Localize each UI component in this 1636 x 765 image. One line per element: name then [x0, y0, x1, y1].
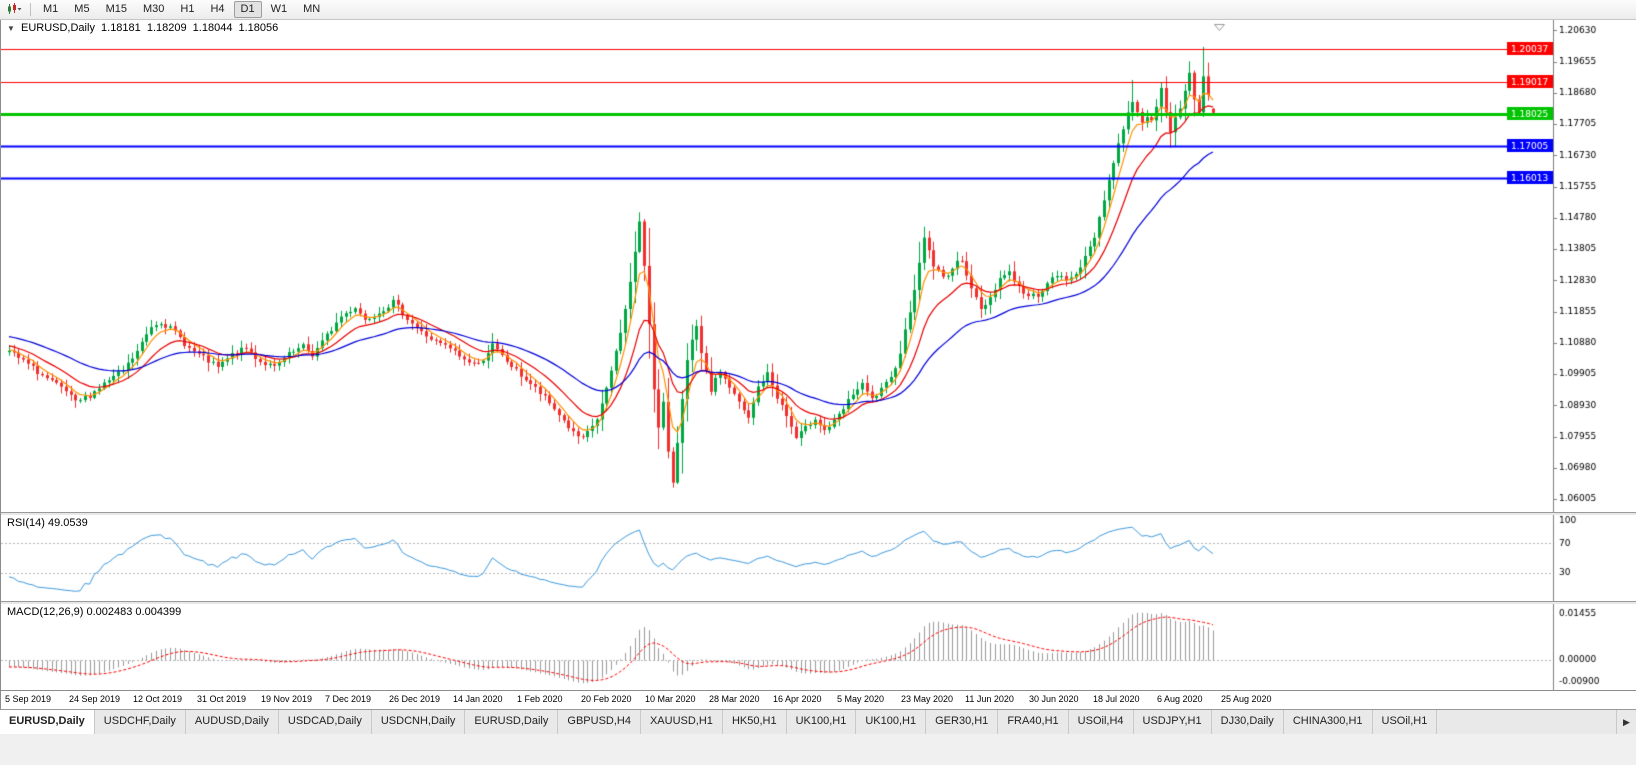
- timeframe-m1[interactable]: M1: [43, 3, 59, 15]
- time-axis-label: 19 Nov 2019: [261, 694, 313, 704]
- open-value: 1.18181: [101, 22, 141, 34]
- chart-tabs: EURUSD,Daily USDCHF,Daily AUDUSD,Daily USDC…: [0, 710, 1616, 734]
- time-axis-label: 11 Jun 2020: [965, 694, 1014, 704]
- rsi-canvas[interactable]: [1, 515, 1636, 601]
- chart-tab[interactable]: CHINA300,H1: [1283, 710, 1373, 734]
- toolbar-separator: [30, 3, 31, 16]
- symbol-period-label: EURUSD,Daily: [20, 22, 95, 34]
- chart-window: ▼ EURUSD,Daily 1.18181 1.18209 1.18044 1…: [0, 20, 1636, 709]
- timeframe-m15[interactable]: M15: [105, 3, 127, 15]
- panel-splitter[interactable]: [1, 512, 1636, 515]
- time-axis-label: 18 Jul 2020: [1093, 694, 1140, 704]
- chart-tab[interactable]: USOil,H1: [1372, 710, 1438, 734]
- chart-tab[interactable]: EURUSD,Daily: [0, 710, 95, 734]
- macd-canvas[interactable]: [1, 604, 1636, 690]
- chart-tab[interactable]: FRA40,H1: [998, 710, 1069, 734]
- timeframe-mn[interactable]: MN: [303, 3, 321, 15]
- chart-tab[interactable]: UK100,H1: [786, 710, 857, 734]
- chart-tab[interactable]: USOil,H4: [1068, 710, 1134, 734]
- time-axis-label: 10 Mar 2020: [645, 694, 696, 704]
- time-axis-label: 16 Apr 2020: [773, 694, 822, 704]
- candlestick-chart-icon[interactable]: [3, 2, 26, 18]
- timeframe-m5[interactable]: M5: [74, 3, 90, 15]
- chart-tab[interactable]: USDCNH,Daily: [371, 710, 466, 734]
- chart-tab[interactable]: EURUSD,Daily: [465, 710, 559, 734]
- low-value: 1.18044: [192, 22, 233, 34]
- expand-arrow-icon[interactable]: ▼: [7, 24, 15, 33]
- chart-ohlc-header: ▼ EURUSD,Daily 1.18181 1.18209 1.18044 1…: [7, 22, 281, 34]
- time-axis-label: 7 Dec 2019: [325, 694, 372, 704]
- chart-tab[interactable]: HK50,H1: [722, 710, 787, 734]
- time-axis-label: 23 May 2020: [901, 694, 954, 704]
- timeframe-w1[interactable]: W1: [270, 3, 288, 15]
- timeframe-h1[interactable]: H1: [180, 3, 195, 15]
- time-axis-label: 5 Sep 2019: [5, 694, 52, 704]
- toolbar: M1 M5 M15 M30 H1 H4 D1 W1 MN: [0, 0, 1636, 20]
- time-axis-label: 6 Aug 2020: [1157, 694, 1203, 704]
- chart-tab[interactable]: USDCHF,Daily: [94, 710, 186, 734]
- price-panel: ▼ EURUSD,Daily 1.18181 1.18209 1.18044 1…: [1, 20, 1636, 512]
- time-axis-label: 24 Sep 2019: [69, 694, 121, 704]
- status-area: [0, 734, 1636, 765]
- time-axis-label: 1 Feb 2020: [517, 694, 563, 704]
- time-axis-label: 31 Oct 2019: [197, 694, 247, 704]
- price-chart-canvas[interactable]: [1, 20, 1636, 512]
- time-axis-label: 30 Jun 2020: [1029, 694, 1079, 704]
- chart-tab[interactable]: USDJPY,H1: [1133, 710, 1212, 734]
- time-axis-label: 20 Feb 2020: [581, 694, 632, 704]
- time-axis-label: 28 Mar 2020: [709, 694, 760, 704]
- macd-indicator-label: MACD(12,26,9) 0.002483 0.004399: [7, 606, 182, 618]
- time-axis-label: 25 Aug 2020: [1221, 694, 1272, 704]
- timeframe-m30[interactable]: M30: [142, 3, 165, 15]
- time-axis-label: 12 Oct 2019: [133, 694, 183, 704]
- rsi-panel: RSI(14) 49.0539: [1, 515, 1636, 601]
- macd-panel: MACD(12,26,9) 0.002483 0.004399: [1, 604, 1636, 690]
- close-value: 1.18056: [238, 22, 279, 34]
- chart-tab[interactable]: AUDUSD,Daily: [185, 710, 279, 734]
- chart-tab[interactable]: USDCAD,Daily: [278, 710, 372, 734]
- time-axis[interactable]: 5 Sep 2019 24 Sep 2019 12 Oct 2019 31 Oct 2…: [1, 690, 1636, 709]
- chart-tab[interactable]: DJ30,Daily: [1211, 710, 1284, 734]
- timeframe-d1[interactable]: D1: [233, 1, 262, 18]
- chart-tab[interactable]: UK100,H1: [856, 710, 927, 734]
- chart-tab[interactable]: XAUUSD,H1: [640, 710, 723, 734]
- time-axis-label: 14 Jan 2020: [453, 694, 503, 704]
- panel-splitter[interactable]: [1, 601, 1636, 604]
- chart-tab[interactable]: GBPUSD,H4: [558, 710, 641, 734]
- time-axis-label: 5 May 2020: [837, 694, 885, 704]
- timeframe-h4[interactable]: H4: [210, 3, 225, 15]
- chart-tab-bar: EURUSD,Daily USDCHF,Daily AUDUSD,Daily USDC…: [0, 709, 1636, 734]
- chart-tab[interactable]: GER30,H1: [926, 710, 999, 734]
- rsi-indicator-label: RSI(14) 49.0539: [7, 517, 88, 529]
- high-value: 1.18209: [146, 22, 187, 34]
- tab-scroll-right-icon[interactable]: ▶: [1616, 710, 1636, 734]
- time-axis-label: 26 Dec 2019: [389, 694, 441, 704]
- timeframe-buttons: M1 M5 M15 M30 H1 H4 D1 W1 MN: [35, 1, 328, 18]
